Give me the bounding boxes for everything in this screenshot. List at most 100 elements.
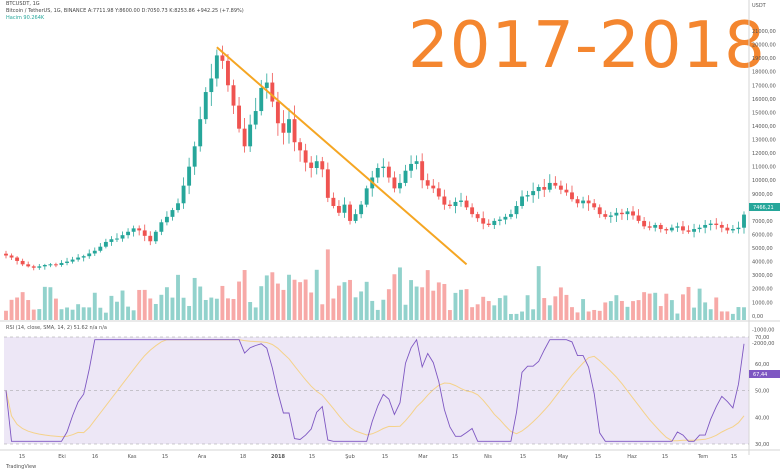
candle[interactable] [631,206,635,220]
candle[interactable] [237,97,241,133]
candle[interactable] [692,223,697,238]
candle[interactable] [681,221,685,234]
candle[interactable] [742,211,746,234]
candle[interactable] [597,204,602,218]
candle[interactable] [153,229,158,244]
candle[interactable] [76,254,81,262]
candle[interactable] [48,262,53,268]
candle[interactable] [70,256,75,264]
candle[interactable] [281,110,286,145]
candle[interactable] [470,203,475,218]
candle[interactable] [509,209,513,220]
candle[interactable] [364,185,369,208]
candle[interactable] [425,173,430,190]
candle[interactable] [497,216,502,226]
candle[interactable] [536,184,541,199]
candle[interactable] [614,208,619,222]
candle[interactable] [98,243,103,253]
candle[interactable] [586,195,591,211]
candle[interactable] [242,118,247,153]
candle[interactable] [115,233,119,243]
candle[interactable] [181,177,186,209]
candle[interactable] [409,155,414,178]
candle[interactable] [176,198,180,213]
candle[interactable] [220,45,225,69]
candle[interactable] [31,264,36,271]
candle[interactable] [320,156,325,178]
candle[interactable] [514,201,519,219]
candle[interactable] [198,106,203,152]
candle[interactable] [81,254,86,262]
candle[interactable] [9,253,14,260]
candle[interactable] [697,224,702,233]
candle[interactable] [26,261,31,268]
candle[interactable] [287,108,291,144]
candle[interactable] [203,87,208,124]
candle[interactable] [187,157,192,195]
candle[interactable] [464,195,469,210]
candle[interactable] [664,227,669,235]
candle[interactable] [314,155,319,175]
candle[interactable] [126,228,131,239]
candle[interactable] [730,225,735,234]
candle[interactable] [342,197,347,218]
candle[interactable] [570,185,574,202]
candle[interactable] [669,224,674,233]
candle[interactable] [65,257,69,266]
candle[interactable] [581,196,586,209]
candle[interactable] [87,249,92,259]
candle[interactable] [37,263,42,270]
candle[interactable] [486,219,491,228]
candle[interactable] [525,190,530,202]
candle[interactable] [453,197,458,214]
candle[interactable] [192,141,197,175]
candle[interactable] [520,190,524,209]
candle[interactable] [214,49,219,87]
candle[interactable] [564,183,569,196]
candle[interactable] [719,221,724,233]
candle[interactable] [592,199,597,210]
candle[interactable] [109,236,114,246]
candle[interactable] [403,164,408,187]
candle[interactable] [381,158,386,178]
candle[interactable] [353,209,358,224]
candle[interactable] [459,192,463,207]
candle[interactable] [414,155,419,170]
candle[interactable] [359,201,364,219]
candle[interactable] [270,72,275,108]
candle[interactable] [92,247,97,256]
candle[interactable] [42,263,47,270]
candle[interactable] [431,179,436,194]
candle[interactable] [575,196,580,208]
candle[interactable] [547,174,552,193]
candle[interactable] [647,221,652,231]
candle[interactable] [148,231,153,246]
candle[interactable] [675,222,680,232]
candle[interactable] [714,218,719,230]
candle[interactable] [164,211,169,226]
candle[interactable] [53,262,58,268]
candle[interactable] [708,220,713,231]
candle[interactable] [137,225,142,236]
candle[interactable] [303,143,308,172]
candle[interactable] [298,138,303,162]
candle[interactable] [264,73,269,99]
candle[interactable] [531,182,536,203]
trendline[interactable] [216,46,468,266]
candle[interactable] [481,211,486,230]
candle[interactable] [226,54,230,92]
candle[interactable] [309,156,314,178]
candle[interactable] [658,222,663,233]
candle[interactable] [159,219,164,236]
candle[interactable] [4,250,8,259]
candle[interactable] [131,225,136,237]
candle[interactable] [170,207,175,221]
candle[interactable] [703,220,708,234]
candle[interactable] [436,182,441,200]
candle[interactable] [209,63,214,106]
candle[interactable] [392,171,397,193]
candle[interactable] [447,200,452,209]
candle[interactable] [375,163,380,183]
candle[interactable] [542,178,547,197]
candle[interactable] [398,173,402,194]
